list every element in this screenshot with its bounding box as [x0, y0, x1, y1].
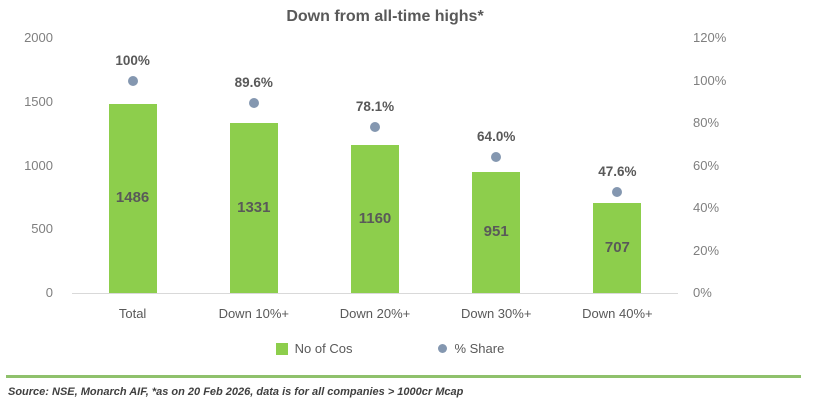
y-tick-label-left: 0 — [45, 285, 53, 300]
bar — [351, 145, 399, 293]
share-value-label: 47.6% — [598, 163, 637, 179]
bar — [472, 171, 521, 293]
chart-title: Down from all-time highs* — [286, 8, 484, 25]
y-tick-label-right: 60% — [693, 157, 720, 173]
x-tick-label: Down 40%+ — [582, 306, 653, 321]
bar — [229, 123, 278, 293]
share-dot — [370, 122, 380, 133]
share-dot — [612, 186, 623, 197]
bar-value-label: 1486 — [115, 189, 150, 207]
y-tick-label-left: 500 — [31, 221, 53, 237]
footer-divider — [6, 375, 801, 378]
legend-entry-no-of-cos: No of Cos — [275, 341, 353, 356]
bar — [108, 103, 157, 293]
share-value-label: 78.1% — [355, 99, 395, 115]
source-note: Source: NSE, Monarch AIF, *as on 20 Feb … — [8, 386, 464, 398]
share-value-label: 89.6% — [234, 74, 273, 90]
x-tick-label: Down 10%+ — [218, 306, 290, 321]
y-tick-label-right: 40% — [693, 200, 720, 215]
bar-value-label: 1160 — [358, 210, 392, 228]
y-tick-label-right: 0% — [693, 285, 712, 300]
bar-series-swatch-icon — [275, 342, 288, 355]
x-axis-line — [72, 293, 678, 294]
dot-series-swatch-icon — [438, 344, 448, 353]
legend: No of Cos % Share — [0, 341, 780, 356]
share-dot — [491, 152, 502, 162]
legend-label: % Share — [454, 341, 505, 356]
x-tick-label: Down 30%+ — [460, 306, 532, 321]
bar — [593, 202, 642, 293]
legend-label: No of Cos — [294, 341, 353, 356]
y-tick-label-right: 100% — [693, 72, 727, 88]
y-tick-label-right: 120% — [693, 30, 727, 45]
share-dot — [248, 97, 259, 108]
share-value-label: 100% — [115, 52, 150, 68]
share-value-label: 64.0% — [477, 129, 516, 144]
x-tick-label: Down 20%+ — [339, 306, 411, 321]
bar-value-label: 951 — [483, 223, 509, 241]
bar-value-label: 707 — [604, 238, 630, 256]
y-tick-label-left: 1000 — [24, 157, 53, 173]
y-tick-label-left: 2000 — [24, 30, 53, 45]
x-tick-label: Total — [118, 306, 147, 321]
y-tick-label-right: 20% — [693, 242, 720, 258]
bar-value-label: 1331 — [237, 199, 271, 217]
y-tick-label-left: 1500 — [24, 93, 53, 109]
y-tick-label-right: 80% — [693, 115, 720, 130]
share-dot — [127, 75, 138, 86]
legend-entry-pct-share: % Share — [438, 341, 504, 356]
